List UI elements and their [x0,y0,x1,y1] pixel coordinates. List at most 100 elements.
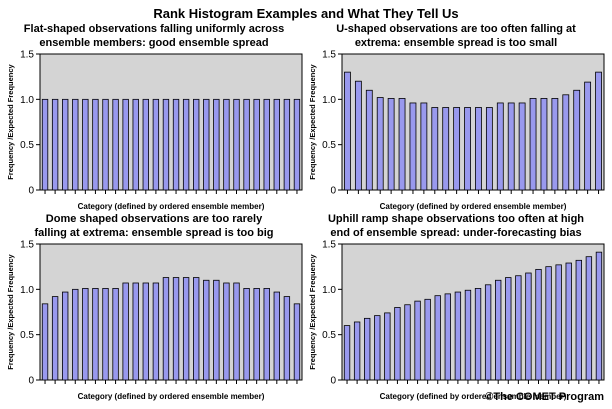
y-tick-label: 0.5 [322,330,336,341]
bar [376,97,384,191]
bar [152,282,160,381]
bar [51,296,59,381]
bar [193,98,200,191]
x-axis-label: Category (defined by ordered ensemble me… [78,202,265,211]
bar [283,98,291,191]
chart-title: Dome shaped observations are too rarely … [4,212,304,240]
bar [354,80,362,191]
bar [453,107,461,191]
plot-area [341,243,605,381]
bar [551,98,559,191]
bar [505,277,512,381]
y-tick-label: 1.5 [20,50,34,61]
x-axis-label: Category (defined by ordered ensemble me… [78,392,265,401]
bar [172,98,180,191]
bar [540,98,548,191]
bar [223,98,230,191]
bar [51,98,59,191]
bar [434,295,441,381]
bar [273,291,280,381]
bar [595,251,603,381]
bar [464,107,471,191]
chart-title-line-2: falling at extrema: ensemble spread is t… [34,227,274,239]
bar [41,98,49,191]
bar [365,89,373,191]
y-tick-label: 0 [330,186,336,197]
y-tick-label: 0.5 [322,140,336,151]
bar [283,296,291,381]
y-tick-label: 0 [28,376,34,387]
plot-area [341,53,605,191]
bar [374,315,381,381]
bar [263,98,270,191]
bar [431,107,439,191]
bar [293,303,301,381]
bar [464,289,472,381]
bar [193,277,200,381]
bar [394,307,401,381]
bar [507,102,515,191]
y-axis-label: Frequency /Expected Frequency [308,63,317,179]
bar [573,89,581,191]
bar [41,303,49,381]
bar [343,325,351,381]
bar [584,81,592,191]
bar [213,279,220,381]
bar [213,98,220,191]
plot-svg: 0 0.5 1.0 1.5 Frequency /Expected Frequency C… [6,50,303,211]
y-tick-label: 1.0 [20,95,34,106]
bar [122,282,129,381]
x-axis-label: Category (defined by ordered ensemble me… [380,202,567,211]
bar [82,288,89,381]
bar [253,98,260,191]
credit: ©The COMET Program [485,391,604,403]
bar [404,304,411,381]
bar [420,102,428,191]
bar [353,321,361,381]
bar [132,282,139,381]
bar [595,71,602,191]
bar [515,275,522,381]
bar [384,312,391,381]
chart-title-line-1: Flat-shaped observations falling uniform… [23,23,285,35]
bar [444,293,451,381]
chart-title-line-1: U-shaped observations are too often fall… [336,23,576,35]
y-tick-label: 1.0 [20,285,34,296]
bar [475,107,482,191]
y-tick-label: 0.5 [20,140,34,151]
chart-title-line-2: extrema: ensemble spread is too small [354,37,558,49]
bar [555,264,562,381]
bar [454,291,462,381]
bar [152,98,160,191]
y-tick-label: 0 [330,376,336,387]
bar [102,288,109,381]
bar [387,98,395,191]
bar [82,98,89,191]
chart-title-line-1: Dome shaped observations are too rarely [45,213,263,225]
chart-title-line-2: end of ensemble spread: under-forecastin… [330,227,582,239]
bar [585,256,593,381]
bar [293,98,301,191]
chart-title-line-2: ensemble members: good ensemble spread [39,37,269,49]
y-tick-label: 0.5 [20,330,34,341]
chart-title: Flat-shaped observations falling uniform… [4,22,304,50]
chart-flat: Flat-shaped observations falling uniform… [4,22,304,212]
y-tick-label: 1.5 [322,50,336,61]
bar [273,98,280,191]
bar [122,98,129,191]
bar [112,98,119,191]
chart-uphill-ramp: Uphill ramp shape observations too often… [306,212,606,402]
bar [565,262,572,381]
bar [62,98,69,191]
bar [409,102,417,191]
bar [484,284,492,381]
bar [424,298,431,381]
chart-title: U-shaped observations are too often fall… [306,22,606,50]
bar [142,98,149,191]
bar [203,98,210,191]
y-tick-label: 1.5 [20,240,34,251]
bar [474,288,482,381]
bar [142,282,149,381]
plot-svg: 0 0.5 1.0 1.5 Frequency /Expected Frequency C… [6,240,303,401]
plot-svg: 0 0.5 1.0 1.5 Frequency /Expected Frequency C… [308,50,605,211]
